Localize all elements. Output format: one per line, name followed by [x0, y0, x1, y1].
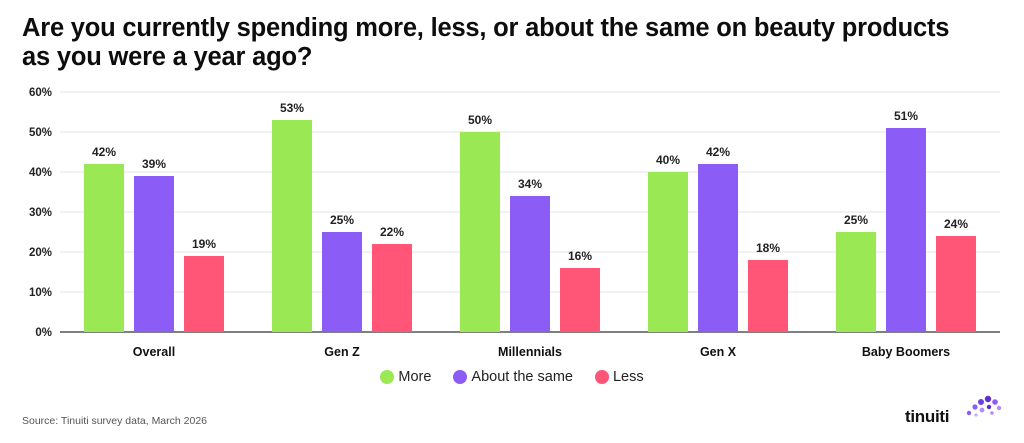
bar-less: [936, 236, 976, 332]
legend-swatch-less: [594, 370, 609, 384]
x-tick-label: Gen X: [700, 345, 737, 359]
y-tick-label: 0%: [35, 327, 52, 339]
data-label: 53%: [280, 101, 304, 115]
bar-less: [748, 260, 788, 332]
bar-more: [836, 232, 876, 332]
legend-swatch-same: [453, 370, 468, 384]
chart-legend: More About the same Less: [0, 369, 1024, 385]
data-label: 22%: [380, 225, 404, 239]
x-tick-label: Baby Boomers: [862, 345, 950, 359]
legend-label-less: Less: [612, 369, 644, 385]
data-label: 42%: [706, 145, 730, 159]
data-label: 50%: [468, 113, 492, 127]
bar-about-the-same: [698, 164, 738, 332]
bar-less: [184, 256, 224, 332]
data-label: 39%: [142, 157, 166, 171]
bar-less: [560, 268, 600, 332]
data-label: 18%: [756, 241, 780, 255]
bar-about-the-same: [510, 196, 550, 332]
x-tick-label: Gen Z: [324, 345, 360, 359]
bar-more: [84, 164, 124, 332]
data-label: 40%: [656, 153, 680, 167]
bar-less: [372, 244, 412, 332]
tinuiti-logo: tinuiti: [905, 393, 1005, 433]
data-label: 42%: [92, 145, 116, 159]
data-label: 25%: [844, 213, 868, 227]
legend-item-less: Less: [594, 369, 644, 385]
bar-about-the-same: [886, 128, 926, 332]
x-tick-label: Millennials: [498, 345, 562, 359]
y-tick-label: 40%: [29, 167, 52, 179]
chart-title: Are you currently spending more, less, o…: [22, 14, 950, 71]
legend-label-same: About the same: [471, 369, 573, 385]
y-tick-label: 20%: [29, 247, 52, 259]
y-tick-label: 50%: [29, 127, 52, 139]
data-label: 34%: [518, 177, 542, 191]
legend-label-more: More: [398, 369, 432, 385]
y-tick-label: 30%: [29, 207, 52, 219]
data-label: 19%: [192, 237, 216, 251]
y-tick-label: 10%: [29, 287, 52, 299]
legend-item-same: About the same: [453, 369, 573, 385]
data-label: 25%: [330, 213, 354, 227]
source-note: Source: Tinuiti survey data, March 2026: [22, 415, 208, 427]
x-tick-label: Overall: [133, 345, 175, 359]
bar-more: [272, 120, 312, 332]
logo-dots-icon: [966, 395, 1002, 417]
bar-more: [460, 132, 500, 332]
bar-more: [648, 172, 688, 332]
bar-chart: 0% 10% 20% 30% 40% 50% 60% 42% 39% 19% Overall 53% 2…: [29, 87, 1000, 359]
logo-wordmark: tinuiti: [905, 407, 950, 426]
bar-about-the-same: [322, 232, 362, 332]
data-label: 16%: [568, 249, 592, 263]
data-label: 24%: [944, 217, 968, 231]
bar-about-the-same: [134, 176, 174, 332]
y-tick-label: 60%: [29, 87, 52, 99]
data-label: 51%: [894, 109, 918, 123]
legend-swatch-more: [380, 370, 395, 384]
legend-item-more: More: [380, 369, 431, 385]
